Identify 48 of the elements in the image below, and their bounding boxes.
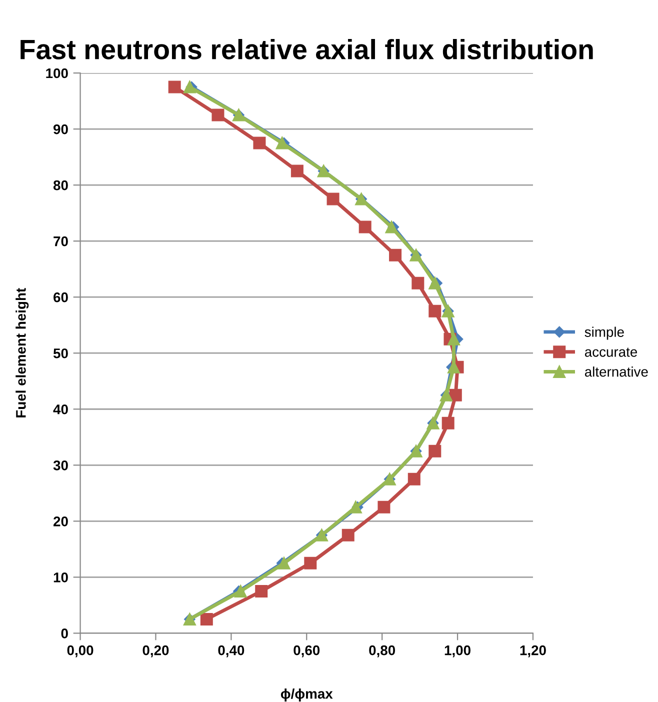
x-tick-label: 0,00 <box>67 645 94 658</box>
legend-label: alternative <box>584 366 648 377</box>
point <box>448 332 460 346</box>
point <box>385 220 398 234</box>
x-axis-title: ϕ/ϕmax <box>280 688 333 702</box>
y-tick-label: 20 <box>54 516 68 526</box>
y-tick-label: 0 <box>61 628 68 638</box>
y-tick-label: 40 <box>53 404 68 414</box>
x-tick-label: 1,20 <box>520 645 546 658</box>
y-tick-label: 90 <box>54 124 68 134</box>
point <box>378 500 390 514</box>
point <box>412 276 424 290</box>
point <box>408 472 420 486</box>
point <box>389 248 402 262</box>
point <box>278 556 290 570</box>
y-axis-title: Fuel element height <box>16 288 29 418</box>
x-tick-label: 1,00 <box>444 645 470 658</box>
point <box>428 444 442 458</box>
x-tick-label: 0,80 <box>369 645 396 658</box>
legend-label: simple <box>584 326 624 340</box>
point <box>255 584 268 598</box>
point <box>428 304 442 318</box>
point <box>349 500 362 514</box>
y-tick-label: 50 <box>53 348 68 358</box>
point <box>290 164 304 178</box>
x-tick-label: 0,40 <box>218 645 244 658</box>
y-tick-label: 80 <box>53 180 68 190</box>
point <box>326 192 340 206</box>
y-tick-label: 70 <box>54 236 68 246</box>
point <box>442 416 454 430</box>
y-tick-label: 60 <box>54 292 68 302</box>
y-tick-label: 100 <box>46 68 68 78</box>
x-tick-label: 0,60 <box>294 645 320 658</box>
point <box>200 612 213 626</box>
y-tick-label: 30 <box>53 460 68 470</box>
x-tick-label: 0,20 <box>142 645 169 658</box>
point <box>304 556 317 570</box>
legend-label: accurate <box>584 348 638 357</box>
point <box>342 528 354 542</box>
point <box>183 80 196 94</box>
point <box>358 220 372 234</box>
point <box>212 108 224 122</box>
chart-title: Fast neutrons relative axial flux distribution <box>20 38 593 60</box>
point <box>253 136 266 150</box>
point <box>168 80 181 94</box>
point <box>449 388 462 402</box>
y-tick-label: 10 <box>54 572 68 582</box>
point <box>276 136 288 150</box>
